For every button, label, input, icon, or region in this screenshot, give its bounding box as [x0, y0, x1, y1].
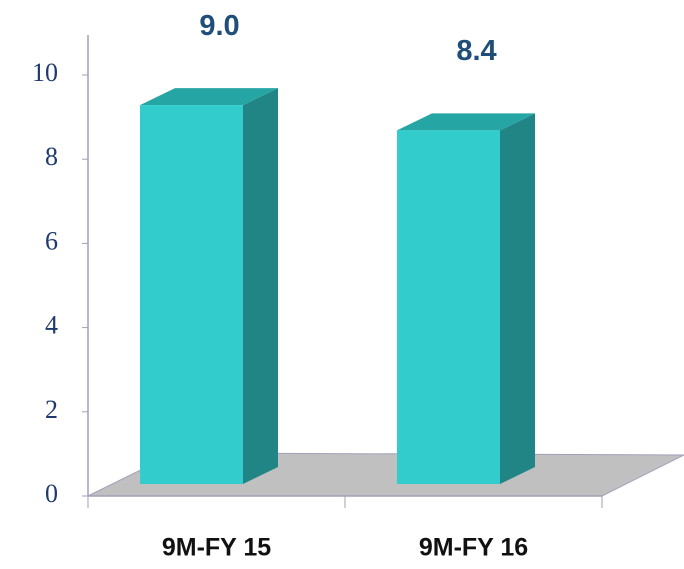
bar-top: [397, 113, 535, 131]
value-label: 9.0: [199, 10, 239, 42]
x-tick-label: 9M-FY 15: [162, 534, 271, 562]
bar-side: [500, 113, 535, 485]
y-tick-label: 2: [45, 395, 58, 424]
value-label: 8.4: [456, 35, 496, 67]
bar-top: [140, 88, 278, 106]
x-tick-label: 9M-FY 16: [419, 534, 528, 562]
bar-side: [243, 88, 278, 484]
y-tick-label: 8: [45, 142, 58, 171]
y-tick-label: 10: [32, 58, 58, 87]
y-tick-label: 4: [45, 311, 58, 340]
bar: [140, 105, 243, 484]
bar: [397, 130, 500, 485]
y-tick-label: 6: [45, 226, 58, 255]
y-tick-label: 0: [45, 479, 58, 508]
